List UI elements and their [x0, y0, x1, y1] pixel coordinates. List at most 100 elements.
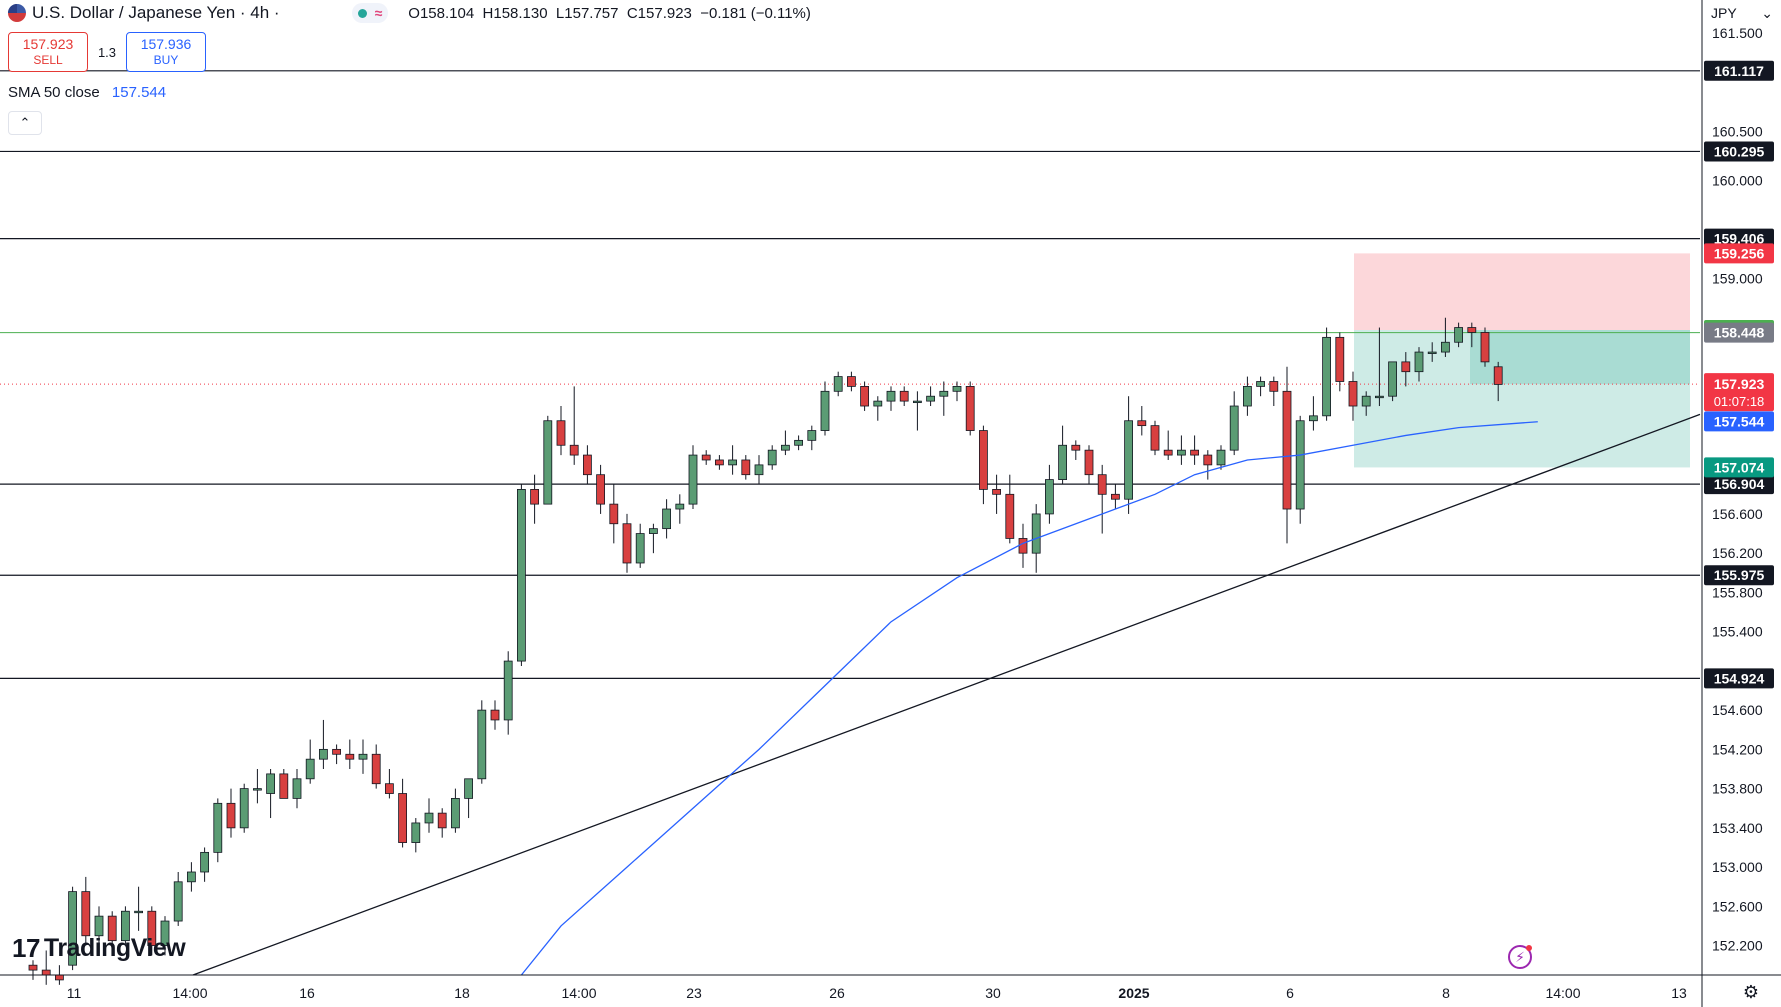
candle: [952, 385, 962, 392]
ohlc-open: O158.104: [408, 4, 475, 22]
x-tick-label: 16: [299, 985, 315, 1001]
candle: [1414, 351, 1424, 373]
level-price-label: 155.975: [1714, 567, 1765, 583]
candle: [384, 783, 394, 794]
collapse-legend-button[interactable]: ⌃: [8, 111, 42, 135]
candle: [662, 508, 671, 530]
x-tick-label: 14:00: [561, 985, 596, 1001]
lightning-icon[interactable]: ⚡: [1508, 945, 1532, 969]
trade-panel: 157.923 SELL 1.3 157.936 BUY: [8, 32, 206, 72]
take-profit-zone: [1354, 329, 1690, 468]
candle: [186, 871, 196, 883]
candle: [332, 748, 342, 755]
candle: [715, 459, 724, 466]
tradingview-logo[interactable]: 17 TradingView: [12, 933, 186, 964]
candle: [107, 915, 117, 942]
candle: [279, 773, 289, 799]
symbol-header[interactable]: U.S. Dollar / Japanese Yen · 4h · ≈ O158…: [8, 2, 811, 24]
candle: [741, 459, 751, 476]
candle: [596, 474, 605, 505]
us-jp-flag-icon: [8, 4, 26, 22]
x-tick-label: 30: [985, 985, 1001, 1001]
sma-legend[interactable]: SMA 50 close 157.544: [8, 84, 166, 101]
candle: [1427, 351, 1437, 354]
candle: [1190, 449, 1199, 456]
sell-label: SELL: [33, 53, 63, 67]
candle: [794, 439, 803, 446]
ohlc-readout: O158.104 H158.130 L157.757 C157.923 −0.1…: [408, 5, 811, 22]
countdown-label: 01:07:18: [1714, 394, 1765, 409]
buy-button[interactable]: 157.936 BUY: [126, 32, 206, 72]
horizontal-levels: [0, 70, 1700, 679]
level-price-label: 154.924: [1714, 670, 1765, 686]
candle: [992, 489, 1001, 495]
candle: [41, 969, 51, 976]
candle: [675, 503, 685, 510]
tradingview-logo-icon: 17: [12, 933, 40, 963]
candle: [1335, 336, 1345, 382]
candle: [622, 523, 632, 564]
x-tick-label: 14:00: [1545, 985, 1580, 1001]
candle: [55, 974, 64, 981]
level-price-label-bg: [1704, 668, 1774, 689]
sma-price-label-bg: [1704, 411, 1774, 432]
sma-label: SMA 50 close: [8, 84, 100, 101]
candle: [1269, 381, 1279, 392]
candle: [965, 385, 975, 431]
y-tick-label: 152.200: [1712, 938, 1763, 954]
buy-price: 157.936: [140, 36, 192, 52]
y-tick-label: 152.600: [1712, 898, 1763, 914]
symbol-title[interactable]: U.S. Dollar / Japanese Yen · 4h ·: [32, 3, 280, 22]
sell-button[interactable]: 157.923 SELL: [8, 32, 88, 72]
candle: [543, 420, 553, 505]
x-tick-label: 23: [686, 985, 702, 1001]
candle: [1441, 341, 1450, 353]
candle: [1045, 479, 1054, 515]
candle: [1401, 361, 1411, 373]
candle: [318, 748, 328, 760]
y-tick-label: 156.600: [1712, 506, 1763, 522]
market-status[interactable]: ≈: [351, 3, 389, 23]
candle: [398, 793, 408, 843]
candle: [1018, 538, 1028, 554]
candle: [160, 920, 170, 946]
candle: [517, 489, 526, 662]
x-tick-label: 2025: [1118, 985, 1149, 1001]
candle: [213, 802, 223, 853]
target-price-label-bg: [1704, 457, 1774, 478]
candle: [226, 802, 236, 829]
gear-icon[interactable]: ⚙: [1742, 982, 1759, 1002]
candle: [1031, 513, 1041, 554]
ohlc-close: C157.923: [626, 4, 692, 22]
candle: [635, 533, 645, 564]
candle: [926, 395, 935, 402]
y-tick-label: 160.500: [1712, 123, 1763, 139]
candle: [94, 915, 104, 937]
candle: [68, 891, 77, 966]
candle: [1361, 395, 1371, 407]
y-tick-label: 155.400: [1712, 624, 1763, 640]
sma-50-polyline: [520, 421, 1538, 976]
level-price-label-bg: [1704, 474, 1774, 495]
candle: [860, 385, 869, 407]
candle: [939, 390, 949, 397]
sell-price: 157.923: [22, 36, 74, 52]
currency-selector[interactable]: JPY ⌄: [1711, 2, 1773, 24]
market-open-dot-icon: [357, 8, 367, 18]
candle: [134, 910, 144, 914]
candle: [583, 454, 592, 476]
y-tick-label: 153.400: [1712, 820, 1763, 836]
trendline[interactable]: [192, 413, 1701, 976]
candle: [1216, 449, 1226, 466]
candle: [820, 390, 830, 431]
level-price-label: 159.406: [1714, 231, 1765, 247]
candle: [1309, 415, 1318, 422]
candle: [147, 910, 157, 946]
open-profit-zone: [1470, 329, 1690, 385]
ohlc-high: H158.130: [482, 4, 548, 22]
candle: [688, 454, 698, 505]
candle: [1163, 449, 1173, 456]
candle: [1493, 366, 1503, 385]
